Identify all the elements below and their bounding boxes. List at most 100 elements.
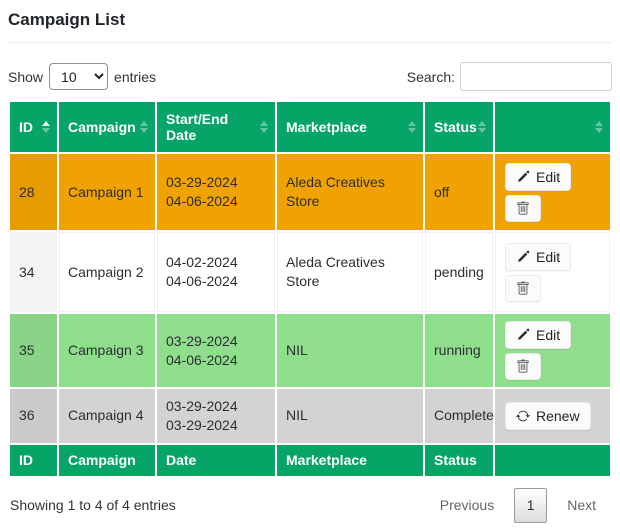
cell-campaign: Campaign 3	[68, 342, 144, 359]
pencil-icon	[516, 328, 530, 342]
column-footer-campaign: Campaign	[59, 444, 155, 476]
trash-icon	[516, 281, 530, 296]
delete-button[interactable]	[505, 194, 541, 222]
table-info-row: Showing 1 to 4 of 4 entries Previous 1 N…	[8, 487, 612, 523]
table-foot: ID Campaign Date Marketplace Status	[10, 444, 610, 476]
page-length-control: Show 10 entries	[8, 63, 156, 90]
column-header-id[interactable]: ID	[10, 102, 57, 152]
edit-button-label: Edit	[536, 168, 561, 185]
table-row: 28 Campaign 1 03-29-2024 04-06-2024 Aleda Cr…	[10, 154, 610, 230]
table-controls: Show 10 entries Search:	[8, 62, 612, 91]
edit-button[interactable]: Edit	[505, 162, 572, 191]
cell-dates: 03-29-2024 04-06-2024	[157, 314, 275, 387]
edit-button[interactable]: Edit	[505, 321, 572, 349]
divider	[8, 42, 612, 43]
sort-arrows-icon	[595, 121, 603, 133]
cell-actions: Renew	[495, 389, 610, 443]
cell-marketplace: Aleda Creatives Store	[277, 232, 423, 312]
table-summary: Showing 1 to 4 of 4 entries	[10, 497, 176, 514]
renew-button-label: Renew	[536, 407, 580, 424]
column-header-label: Marketplace	[286, 119, 367, 135]
cell-dates: 03-29-2024 03-29-2024	[157, 389, 275, 443]
cell-status: off	[434, 183, 450, 200]
cell-actions: Edit	[495, 154, 610, 230]
renew-button[interactable]: Renew	[505, 401, 591, 430]
action-buttons: Edit	[505, 242, 604, 302]
action-buttons: Renew	[505, 401, 604, 430]
cell-marketplace: NIL	[286, 342, 308, 359]
sort-arrows-icon	[42, 121, 50, 133]
action-buttons: Edit	[505, 162, 604, 222]
trash-icon	[516, 359, 530, 374]
end-date: 04-06-2024	[166, 351, 238, 368]
column-header-label: Campaign	[68, 119, 136, 135]
action-buttons: Edit	[505, 321, 604, 380]
table-row: 36 Campaign 4 03-29-2024 03-29-2024 NIL Compl…	[10, 389, 610, 443]
search-control: Search:	[407, 62, 612, 91]
header-row: ID Campaign Start/End Date Marketplace Statu…	[10, 102, 610, 152]
cell-dates: 03-29-2024 04-06-2024	[157, 154, 275, 230]
column-header-marketplace[interactable]: Marketplace	[277, 102, 423, 152]
column-header-label: Start/End Date	[166, 111, 229, 143]
column-footer-marketplace: Marketplace	[277, 444, 423, 476]
column-footer-id: ID	[10, 444, 57, 476]
trash-icon	[516, 201, 530, 216]
start-date: 03-29-2024	[166, 398, 238, 414]
end-date: 04-06-2024	[166, 193, 238, 209]
start-date: 04-02-2024	[166, 254, 238, 271]
pagination-page-1[interactable]: 1	[514, 487, 548, 523]
start-date: 03-29-2024	[166, 332, 238, 349]
sort-arrows-icon	[408, 121, 416, 133]
entries-label: entries	[114, 68, 157, 85]
refresh-icon	[516, 409, 530, 423]
pencil-icon	[516, 170, 530, 184]
column-header-actions[interactable]	[495, 102, 610, 152]
column-footer-actions	[495, 444, 610, 476]
cell-campaign: Campaign 4	[68, 407, 144, 424]
column-header-label: Status	[434, 119, 477, 135]
cell-id: 34	[10, 232, 57, 312]
cell-id: 35	[10, 314, 57, 387]
column-header-start-end-date[interactable]: Start/End Date	[157, 102, 275, 152]
table-body: 28 Campaign 1 03-29-2024 04-06-2024 Aleda Cr…	[10, 154, 610, 443]
column-footer-status: Status	[425, 444, 493, 476]
column-header-label: ID	[19, 119, 33, 135]
cell-marketplace: Aleda Creatives Store	[286, 174, 385, 209]
table-row: 35 Campaign 3 03-29-2024 04-06-2024 NIL runni…	[10, 314, 610, 387]
cell-actions: Edit	[495, 314, 610, 387]
footer-row: ID Campaign Date Marketplace Status	[10, 444, 610, 476]
end-date: 04-06-2024	[166, 273, 238, 289]
cell-status: Complete	[434, 407, 494, 424]
column-header-status[interactable]: Status	[425, 102, 493, 152]
edit-button-label: Edit	[536, 248, 561, 265]
column-footer-date: Date	[157, 444, 275, 476]
table-row: 34 Campaign 2 04-02-2024 04-06-2024 Aleda Cr…	[10, 232, 610, 312]
pagination: Previous 1 Next	[426, 487, 610, 523]
cell-actions: Edit	[495, 232, 610, 312]
cell-dates: 04-02-2024 04-06-2024	[157, 232, 275, 312]
cell-status: pending	[425, 232, 493, 312]
cell-campaign: Campaign 1	[68, 183, 144, 200]
cell-id: 36	[10, 389, 57, 443]
pagination-previous[interactable]: Previous	[439, 497, 495, 514]
cell-id: 28	[10, 154, 57, 230]
search-input[interactable]	[460, 62, 612, 91]
pencil-icon	[516, 250, 530, 264]
entries-select[interactable]: 10	[49, 63, 109, 90]
start-date: 03-29-2024	[166, 174, 238, 191]
cell-campaign: Campaign 2	[59, 232, 155, 312]
search-label: Search:	[406, 68, 455, 85]
delete-button[interactable]	[505, 353, 541, 380]
pagination-next[interactable]: Next	[567, 497, 596, 514]
sort-arrows-icon	[260, 121, 268, 133]
end-date: 03-29-2024	[166, 416, 238, 433]
column-header-campaign[interactable]: Campaign	[59, 102, 155, 152]
table-head: ID Campaign Start/End Date Marketplace Statu…	[10, 102, 610, 152]
sort-arrows-icon	[140, 121, 148, 133]
edit-button[interactable]: Edit	[505, 242, 572, 271]
campaign-table: ID Campaign Start/End Date Marketplace Statu…	[8, 100, 612, 478]
delete-button[interactable]	[505, 274, 541, 302]
show-label: Show	[8, 68, 44, 85]
page-title: Campaign List	[8, 10, 126, 29]
